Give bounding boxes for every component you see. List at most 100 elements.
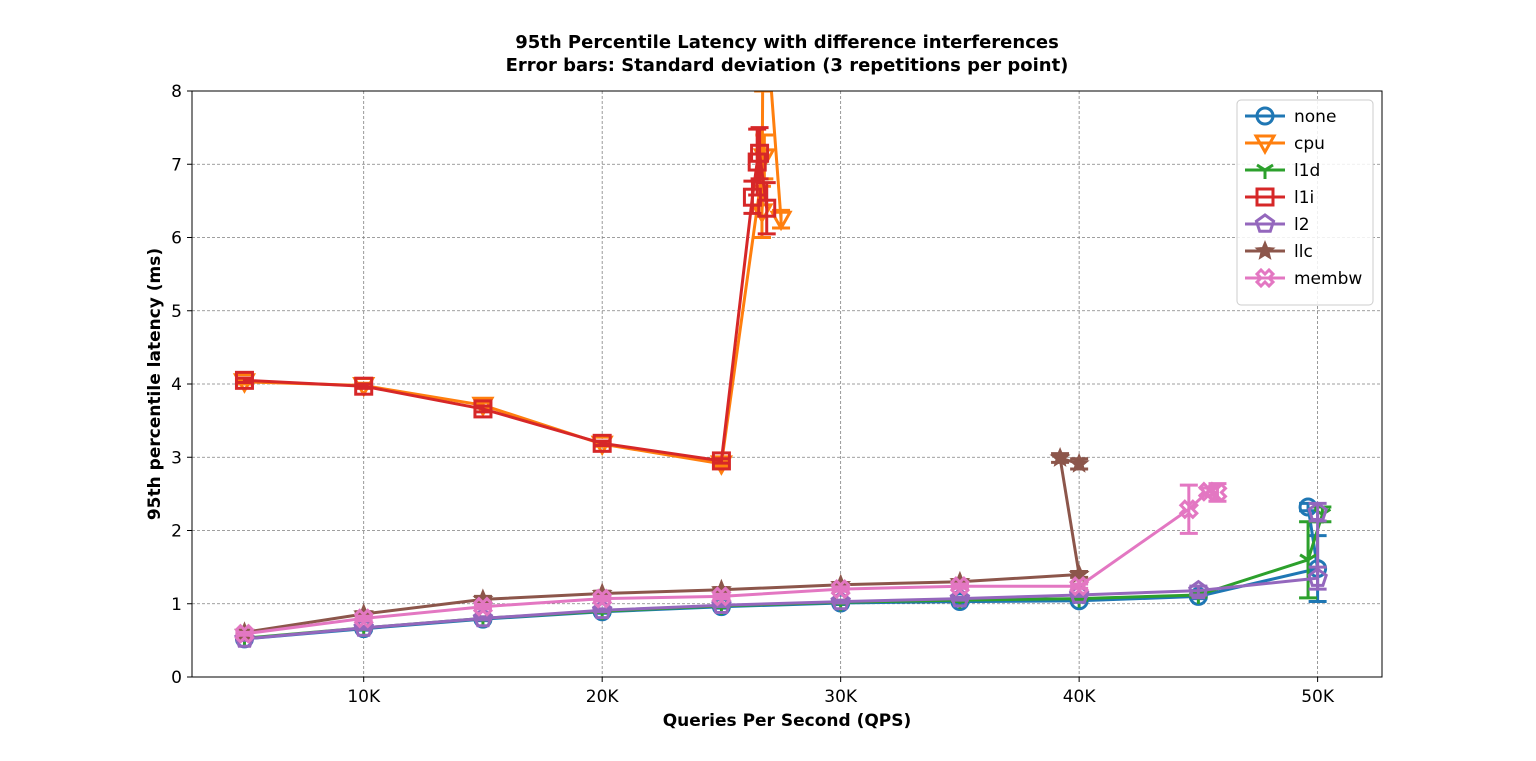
y-tick-label: 8 bbox=[171, 82, 182, 102]
legend-label: l1i bbox=[1294, 188, 1314, 208]
marker-x bbox=[949, 576, 971, 597]
marker-square bbox=[757, 198, 777, 218]
legend-label: l1d bbox=[1294, 161, 1320, 181]
x-tick-label: 50K bbox=[1301, 687, 1335, 707]
plot-frame bbox=[191, 90, 1383, 678]
data-point-l1i bbox=[711, 451, 731, 471]
marker-x bbox=[1069, 576, 1090, 597]
marker-x bbox=[711, 586, 732, 607]
data-point-l2 bbox=[949, 587, 971, 608]
marker-x bbox=[1254, 267, 1276, 289]
data-point-l2 bbox=[591, 599, 613, 620]
y-tick-label: 6 bbox=[171, 229, 182, 249]
legend-label: llc bbox=[1294, 242, 1313, 262]
legend-label: membw bbox=[1294, 269, 1362, 289]
marker-circle bbox=[1255, 106, 1275, 126]
data-point-membw bbox=[234, 623, 255, 644]
marker-square bbox=[750, 143, 770, 163]
marker-x bbox=[1197, 481, 1219, 502]
marker-tri-arm bbox=[1307, 553, 1317, 562]
marker-square bbox=[473, 399, 493, 419]
legend-marker bbox=[1254, 240, 1276, 260]
data-point-cpu bbox=[769, 210, 793, 232]
marker-x bbox=[592, 588, 613, 609]
legend-entry-l1d: l1d bbox=[1245, 161, 1320, 181]
marker-pentagon bbox=[1188, 579, 1209, 600]
marker-square bbox=[592, 433, 612, 453]
legend-marker bbox=[1255, 187, 1275, 207]
marker-star bbox=[1254, 240, 1276, 260]
legend-marker bbox=[1253, 134, 1277, 156]
legend: none cpu l1d l1i l2 llc membw bbox=[1236, 99, 1374, 306]
x-tick-label: 10K bbox=[347, 687, 381, 707]
data-point-l1i bbox=[757, 198, 777, 218]
data-point-membw bbox=[1207, 482, 1228, 503]
legend-entry-cpu: cpu bbox=[1245, 134, 1325, 156]
x-tick-label: 30K bbox=[824, 687, 858, 707]
marker-square bbox=[742, 187, 762, 207]
marker-square bbox=[354, 376, 374, 396]
data-point-l2 bbox=[1307, 501, 1328, 521]
series-line-llc bbox=[244, 455, 1081, 634]
data-point-l2 bbox=[1307, 567, 1328, 587]
data-point-membw bbox=[1069, 576, 1090, 597]
legend-label: cpu bbox=[1294, 134, 1325, 154]
data-point-membw bbox=[1197, 481, 1219, 502]
legend-entry-l1i: l1i bbox=[1245, 187, 1314, 208]
marker-x bbox=[472, 596, 494, 617]
data-point-membw bbox=[472, 596, 494, 617]
data-point-l2 bbox=[830, 590, 851, 611]
chart-title: 95th Percentile Latency with difference … bbox=[515, 32, 1059, 53]
y-tick-label: 2 bbox=[171, 522, 182, 542]
marker-x bbox=[353, 608, 374, 629]
marker-x bbox=[234, 623, 255, 644]
legend-entry-membw: membw bbox=[1245, 267, 1362, 289]
marker-pentagon bbox=[1307, 501, 1328, 521]
y-tick-label: 3 bbox=[171, 448, 182, 468]
marker-triangle bbox=[1253, 134, 1277, 156]
marker-star bbox=[1068, 452, 1090, 473]
chart-subtitle: Error bars: Standard deviation (3 repeti… bbox=[506, 55, 1069, 76]
legend-entry-l2: l2 bbox=[1245, 213, 1310, 235]
series-l1i bbox=[234, 126, 777, 471]
legend-label: l2 bbox=[1294, 215, 1310, 235]
data-point-l1i bbox=[473, 399, 493, 419]
x-axis-label: Queries Per Second (QPS) bbox=[663, 711, 912, 731]
data-point-l1i bbox=[234, 370, 254, 390]
data-point-l2 bbox=[472, 607, 494, 628]
data-point-llc bbox=[1068, 452, 1090, 473]
data-point-l1i bbox=[742, 187, 762, 207]
marker-pentagon bbox=[591, 599, 613, 620]
data-point-l1i bbox=[354, 376, 374, 396]
marker-square bbox=[234, 370, 254, 390]
marker-pentagon bbox=[1307, 567, 1328, 587]
marker-tri-arm bbox=[1299, 553, 1309, 562]
data-point-membw bbox=[949, 576, 971, 597]
marker-pentagon bbox=[472, 607, 494, 628]
axis-ticks: 10K 20K 30K 40K 50K 0 1 2 3 4 5 6 7 8 bbox=[171, 82, 1335, 707]
legend-marker bbox=[1254, 213, 1276, 233]
data-point-l1i bbox=[750, 143, 770, 163]
data-point-membw bbox=[830, 578, 851, 600]
data-point-membw bbox=[1178, 499, 1199, 520]
series-layer bbox=[232, 91, 1332, 649]
y-tick-label: 5 bbox=[171, 302, 182, 322]
x-tick-label: 40K bbox=[1063, 687, 1097, 707]
marker-pentagon bbox=[830, 590, 851, 611]
data-point-membw bbox=[353, 608, 374, 629]
marker-square bbox=[711, 451, 731, 471]
data-point-l1i bbox=[592, 433, 612, 453]
data-point-llc bbox=[1049, 447, 1071, 467]
marker-square bbox=[1255, 187, 1275, 207]
data-point-membw bbox=[592, 588, 613, 609]
marker-tri-arm bbox=[1256, 163, 1266, 172]
y-tick-label: 7 bbox=[171, 155, 182, 175]
marker-tri-arm bbox=[1264, 163, 1274, 172]
y-tick-label: 1 bbox=[171, 595, 182, 615]
legend-marker bbox=[1255, 106, 1275, 126]
marker-pentagon bbox=[949, 587, 971, 608]
marker-x bbox=[1207, 482, 1228, 503]
marker-x bbox=[1178, 499, 1199, 520]
legend-entry-none: none bbox=[1245, 106, 1336, 127]
